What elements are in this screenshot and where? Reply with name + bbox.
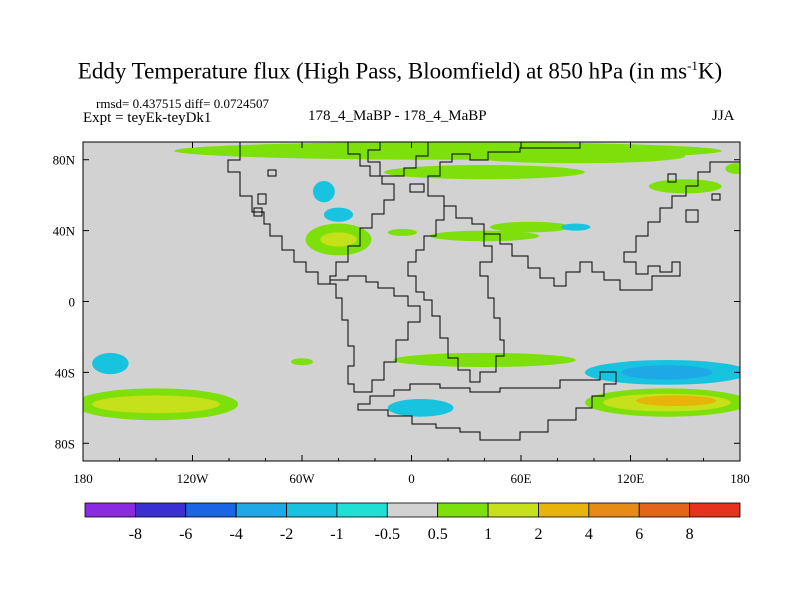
colorbar-swatch-2 (185, 502, 237, 518)
x-tick-label-1: 120W (177, 471, 210, 486)
coastline-south-america (329, 275, 421, 393)
anomaly-region-1 (466, 149, 686, 164)
anomaly-region-18 (387, 398, 454, 417)
colorbar-swatch-10 (588, 502, 640, 518)
colorbar-label-3: -2 (280, 526, 293, 543)
anomaly-region-16 (393, 352, 576, 368)
colorbar-swatch-11 (638, 502, 691, 518)
x-tick-label-6: 180 (730, 471, 750, 486)
colorbar-label-5: -0.5 (375, 526, 400, 543)
coastline-africa (407, 205, 505, 383)
colorbar-label-10: 6 (635, 526, 643, 543)
coastline-iceland (409, 183, 425, 193)
coastline-island-arctic (267, 169, 277, 177)
colorbar-swatch-9 (538, 502, 590, 518)
anomaly-region-10 (561, 223, 591, 231)
title-main: Eddy Temperature flux (High Pass, Bloomf… (77, 58, 688, 84)
colorbar-swatch-0 (84, 502, 136, 518)
coastline-japan (685, 209, 699, 223)
colorbar-swatch-8 (487, 502, 539, 518)
experiment-label: Expt = teyEk-teyDk1 (83, 110, 212, 126)
anomaly-region-2 (384, 165, 585, 180)
y-tick-label-2: 0 (69, 295, 76, 310)
anomaly-region-20 (621, 365, 713, 380)
center-label: 178_4_MaBP - 178_4_MaBP (308, 108, 487, 124)
coastline-greenland (367, 142, 429, 177)
coastline-island-east (667, 173, 677, 183)
x-tick-label-0: 180 (73, 471, 93, 486)
colorbar-swatch-12 (689, 502, 741, 518)
y-tick-label-3: 40S (55, 365, 75, 380)
colorbar-swatch-7 (437, 502, 489, 518)
x-tick-label-4: 60E (511, 471, 532, 486)
stats-label: rmsd= 0.437515 diff= 0.0724507 (96, 96, 269, 111)
colorbar-swatch-4 (286, 502, 338, 518)
anomaly-region-23 (635, 395, 717, 407)
anomaly-region-17 (291, 358, 313, 366)
colorbar: -8 -6 -4 -2 -1 -0.5 0.5 1 2 4 6 8 (84, 502, 741, 543)
coastline-island-north-2 (253, 207, 263, 217)
anomaly-region-3 (312, 180, 335, 203)
season-label: JJA (712, 108, 735, 124)
colorbar-label-0: -8 (129, 526, 142, 543)
y-tick-label-1: 40N (53, 224, 76, 239)
colorbar-label-8: 2 (534, 526, 542, 543)
x-tick-label-3: 0 (408, 471, 415, 486)
coastline-layer (227, 142, 740, 441)
anomaly-region-11 (648, 179, 722, 194)
anomaly-region-13 (92, 352, 129, 375)
x-axis: 180 120W 60W 0 60E 120E 180 (73, 142, 750, 486)
coastline-antarctica (357, 371, 617, 441)
anomaly-region-15 (92, 395, 220, 414)
x-tick-label-5: 120E (617, 471, 645, 486)
anomaly-region-6 (323, 207, 354, 222)
colorbar-label-1: -6 (179, 526, 192, 543)
y-axis: 80N 40N 0 40S 80S (53, 153, 740, 451)
anomaly-region-5 (320, 232, 357, 247)
colorbar-label-9: 4 (585, 526, 593, 543)
coastline-eurasia (427, 142, 740, 291)
colorbar-label-6: 0.5 (428, 526, 448, 543)
anomaly-layer (83, 142, 740, 421)
anomaly-region-9 (489, 221, 571, 233)
title-superscript: -1 (687, 58, 698, 73)
colorbar-swatch-5 (336, 502, 388, 518)
colorbar-label-2: -4 (229, 526, 242, 543)
anomaly-region-12 (725, 163, 740, 174)
y-tick-label-4: 80S (55, 436, 75, 451)
coastline-island-northeast (711, 193, 721, 201)
colorbar-swatch-1 (134, 502, 187, 518)
colorbar-label-11: 8 (686, 526, 694, 543)
colorbar-swatch-3 (235, 502, 287, 518)
colorbar-label-4: -1 (330, 526, 343, 543)
title-end: K) (697, 58, 723, 84)
y-tick-label-0: 80N (53, 153, 76, 168)
chart-title: Eddy Temperature flux (High Pass, Bloomf… (0, 58, 800, 85)
colorbar-swatch-6 (386, 502, 439, 518)
anomaly-region-7 (387, 228, 417, 236)
x-tick-label-2: 60W (289, 471, 315, 486)
coastline-island-north-1 (257, 193, 267, 205)
colorbar-label-7: 1 (484, 526, 492, 543)
